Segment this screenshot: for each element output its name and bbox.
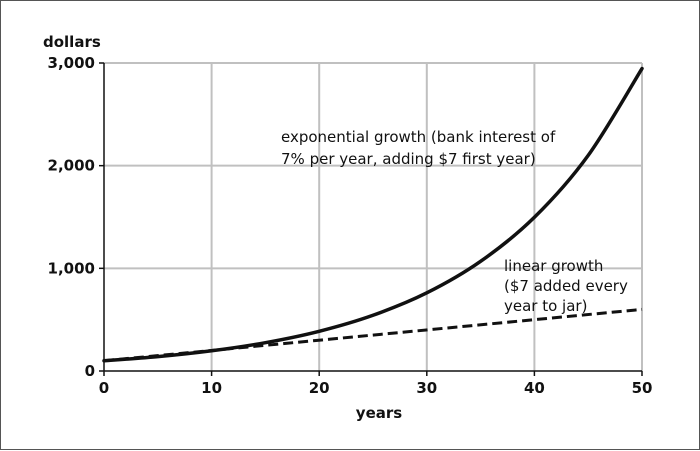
x-tick-label-4: 40 [524, 379, 545, 397]
axes [103, 63, 642, 372]
y-axis-title: dollars [43, 33, 101, 51]
series [102, 66, 644, 363]
annotation-exponential-line-2: 7% per year, adding $7 first year) [281, 150, 536, 168]
y-tick-label-3: 3,000 [48, 54, 95, 72]
x-axis-title: years [356, 404, 402, 422]
y-tick-label-1: 1,000 [48, 259, 95, 277]
x-tick-label-1: 10 [201, 379, 222, 397]
y-tick-label-2: 2,000 [48, 157, 95, 175]
annotation-exponential: exponential growth (bank interest of 7% … [281, 128, 556, 168]
annotation-linear-line-2: ($7 added every [504, 277, 628, 295]
x-tick-label-0: 0 [99, 379, 109, 397]
y-tick-label-0: 0 [85, 362, 95, 380]
x-tick-label-3: 30 [416, 379, 437, 397]
annotation-linear-line-1: linear growth [504, 257, 603, 275]
gridlines [104, 62, 643, 371]
annotation-linear: linear growth ($7 added every year to ja… [504, 257, 628, 315]
series-linear-line [103, 307, 643, 363]
annotation-exponential-line-1: exponential growth (bank interest of [281, 128, 556, 146]
tick-labels: 0 10 20 30 40 50 0 1,000 2,000 3,000 [48, 54, 653, 397]
annotation-linear-line-3: year to jar) [504, 297, 587, 315]
x-tick-label-2: 20 [309, 379, 330, 397]
x-tick-label-5: 50 [632, 379, 653, 397]
